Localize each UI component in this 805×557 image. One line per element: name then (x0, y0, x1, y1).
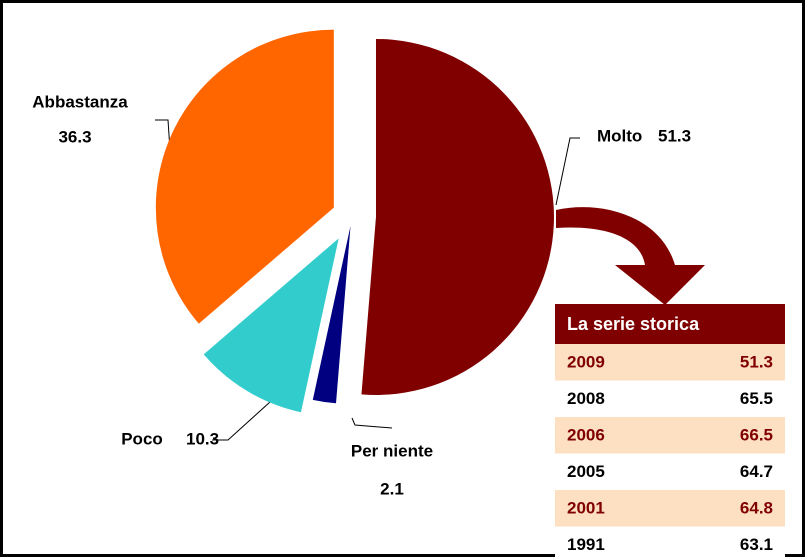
table-value: 66.5 (740, 426, 773, 445)
leader-line (555, 137, 580, 206)
slice-label: Abbastanza (32, 92, 128, 111)
table-row (555, 344, 785, 381)
leader-line (351, 417, 393, 429)
table-row (555, 380, 785, 417)
table-row (555, 526, 785, 557)
table-title: La serie storica (567, 314, 700, 334)
table-row (555, 417, 785, 454)
pie-slice (203, 238, 339, 413)
slice-value: 2.1 (380, 479, 404, 498)
table-year: 2008 (567, 389, 605, 408)
table-row (555, 453, 785, 490)
slice-label: Poco (121, 429, 163, 448)
table-year: 2009 (567, 353, 605, 372)
table-year: 2001 (567, 499, 605, 518)
pie-slice (155, 29, 334, 324)
leader-line (212, 401, 271, 441)
slice-value: 36.3 (58, 127, 91, 146)
table-value: 65.5 (740, 389, 773, 408)
pie-slice (361, 38, 554, 395)
slice-label: Molto (597, 126, 642, 145)
pie-slice (312, 225, 351, 404)
table: La serie storica 2009 51.3 2008 65.5 2006 66.5… (555, 304, 785, 557)
table-year: 2005 (567, 462, 605, 481)
table-value: 64.8 (740, 499, 773, 518)
table-value: 51.3 (740, 353, 773, 372)
table-year: 2006 (567, 426, 605, 445)
slice-value: 10.3 (186, 429, 219, 448)
slice-value: 51.3 (658, 126, 691, 145)
pie (155, 29, 554, 413)
table-row (555, 490, 785, 527)
arrow (556, 207, 705, 305)
table-value: 64.7 (740, 462, 773, 481)
table-year: 1991 (567, 535, 605, 554)
table-header (555, 304, 785, 344)
table-value: 63.1 (740, 535, 773, 554)
slice-label: Per niente (351, 441, 433, 460)
